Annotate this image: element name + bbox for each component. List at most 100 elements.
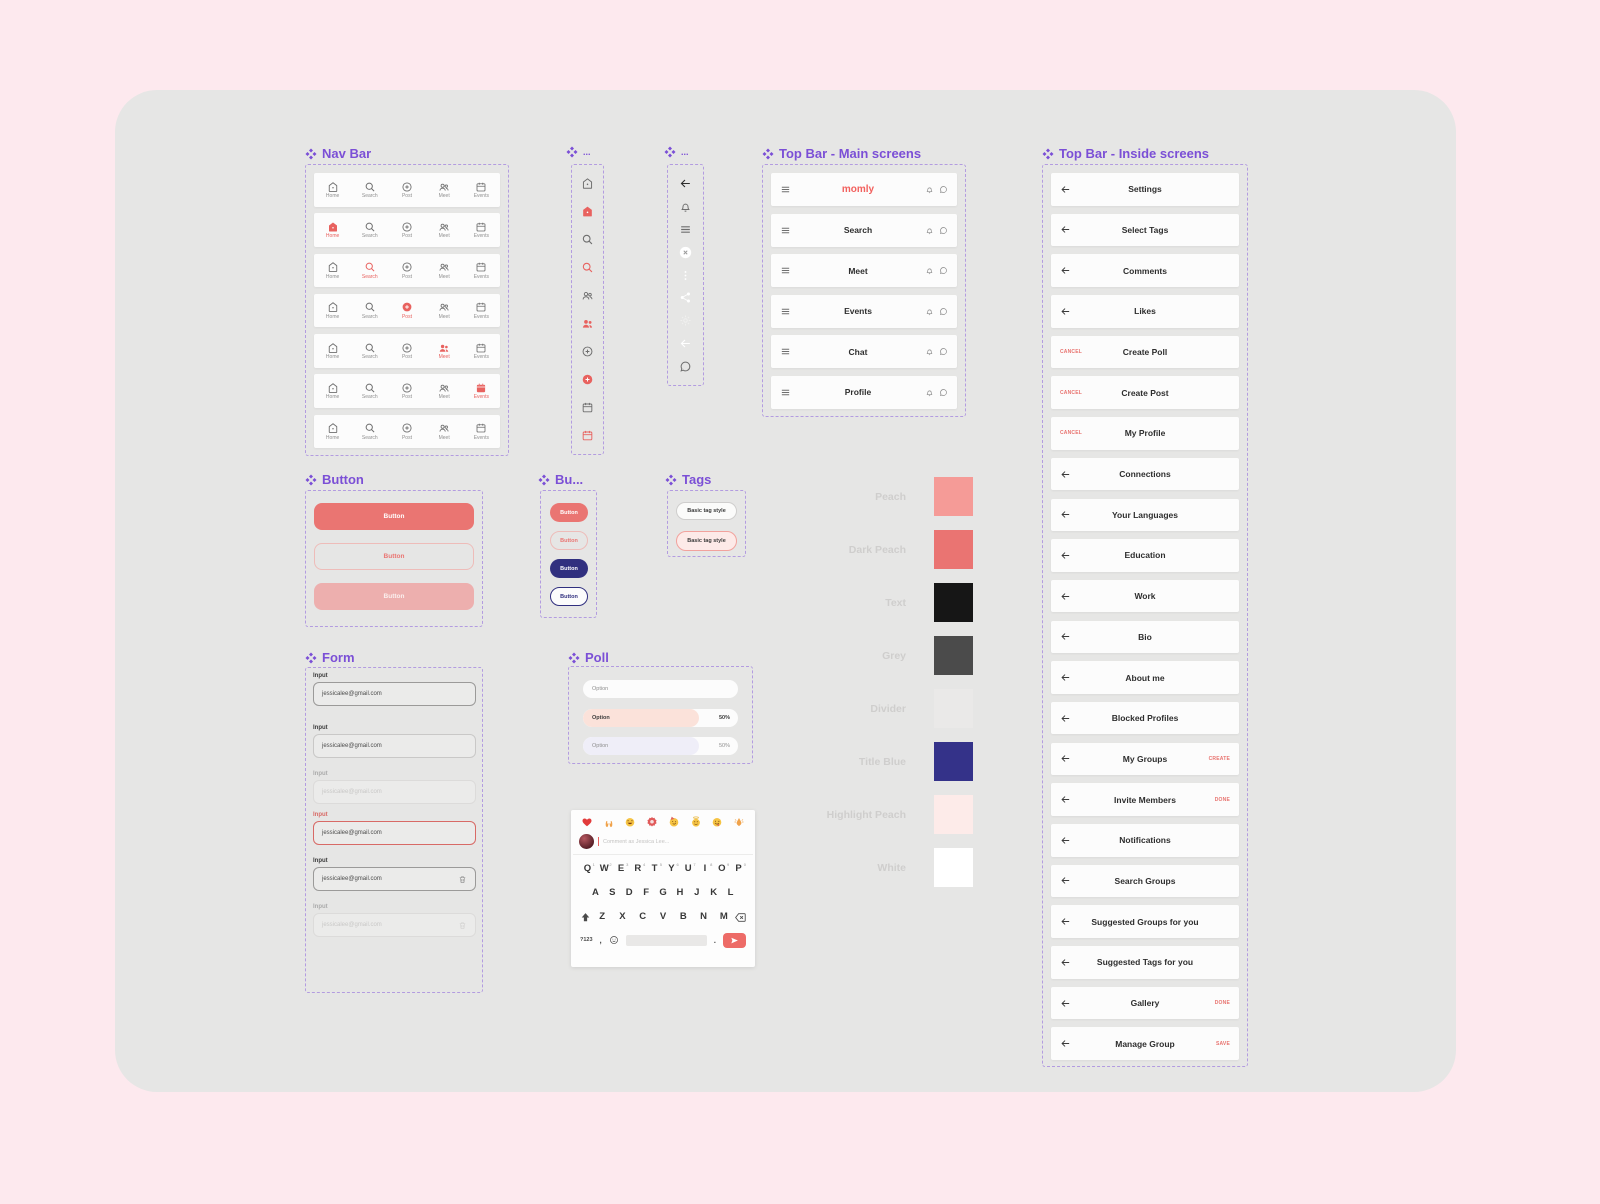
nav-item-meet[interactable]: Meet (429, 261, 459, 280)
chat-icon[interactable] (939, 266, 948, 275)
text-input[interactable]: jessicalee@gmail.com (313, 821, 476, 845)
nav-item-meet[interactable]: Meet (429, 301, 459, 320)
key-C[interactable]: C (639, 911, 647, 922)
nav-item-home[interactable]: Home (318, 221, 348, 240)
nav-item-meet[interactable]: Meet (429, 342, 459, 361)
close-circle-icon[interactable] (679, 246, 692, 259)
create-button[interactable]: CREATE (1208, 755, 1230, 762)
key-A[interactable]: A (592, 887, 599, 898)
shift-icon[interactable] (579, 911, 592, 924)
back-icon[interactable] (1060, 957, 1071, 968)
share-icon[interactable] (679, 291, 692, 304)
menu-icon[interactable] (679, 223, 692, 236)
back-icon[interactable] (1060, 835, 1071, 846)
chat-icon[interactable] (939, 185, 948, 194)
nav-item-events[interactable]: Events (466, 221, 496, 240)
cancel-button[interactable]: CANCEL (1060, 430, 1083, 437)
nav-item-search[interactable]: Search (355, 301, 385, 320)
meet-icon[interactable] (581, 289, 594, 302)
key-symbols[interactable]: ?123 (580, 937, 593, 943)
nav-item-search[interactable]: Search (355, 382, 385, 401)
back-icon[interactable] (1060, 550, 1071, 561)
kebab-icon[interactable] (679, 269, 692, 282)
back-icon[interactable] (679, 177, 692, 190)
button-primary[interactable]: Button (314, 503, 474, 530)
nav-item-meet[interactable]: Meet (429, 382, 459, 401)
bell-icon[interactable] (925, 347, 934, 356)
emoji-keyboard-icon[interactable] (609, 935, 619, 945)
heart-emoji[interactable] (581, 816, 593, 828)
key-F[interactable]: F (643, 887, 650, 898)
save-button[interactable]: SAVE (1215, 1040, 1230, 1047)
back-icon[interactable] (1060, 713, 1071, 724)
button-outline[interactable]: Button (314, 543, 474, 570)
nav-item-meet[interactable]: Meet (429, 221, 459, 240)
back-icon[interactable] (1060, 469, 1071, 480)
events-icon[interactable] (581, 429, 594, 442)
poll-option[interactable]: Option 50% (583, 709, 738, 727)
bell-icon[interactable] (925, 307, 934, 316)
key-D[interactable]: D (625, 887, 633, 898)
poll-option[interactable]: Option 50% (583, 737, 738, 755)
nav-item-search[interactable]: Search (355, 181, 385, 200)
key-V[interactable]: V (659, 911, 667, 922)
small-button-navy[interactable]: Button (550, 559, 588, 578)
bell-icon[interactable] (925, 388, 934, 397)
key-comma[interactable]: , (599, 935, 602, 945)
back-icon[interactable] (1060, 916, 1071, 927)
home-filled-icon[interactable] (581, 205, 594, 218)
nav-item-events[interactable]: Events (466, 422, 496, 441)
nav-item-meet[interactable]: Meet (429, 422, 459, 441)
chat-icon[interactable] (939, 226, 948, 235)
back-icon[interactable] (1060, 753, 1071, 764)
nav-item-events[interactable]: Events (466, 301, 496, 320)
key-J[interactable]: J (694, 887, 700, 898)
key-L[interactable]: L (727, 887, 734, 898)
trash-icon[interactable] (458, 875, 467, 884)
nav-item-search[interactable]: Search (355, 221, 385, 240)
menu-icon[interactable] (780, 184, 791, 195)
gear-icon[interactable] (679, 314, 692, 327)
back-icon[interactable] (1060, 998, 1071, 1009)
small-button-primary[interactable]: Button (550, 503, 588, 522)
key-B[interactable]: B (679, 911, 687, 922)
key-M[interactable]: M (719, 911, 728, 922)
chat-icon[interactable] (939, 307, 948, 316)
small-button-navy-outline[interactable]: Button (550, 587, 588, 606)
meet-filled-icon[interactable] (581, 317, 594, 330)
text-input[interactable]: jessicalee@gmail.com (313, 682, 476, 706)
nav-item-events[interactable]: Events (466, 382, 496, 401)
nav-item-search[interactable]: Search (355, 422, 385, 441)
menu-icon[interactable] (780, 265, 791, 276)
cancel-button[interactable]: CANCEL (1060, 349, 1083, 355)
key-period[interactable]: . (713, 935, 716, 945)
nav-item-post[interactable]: Post (392, 301, 422, 320)
key-H[interactable]: H (676, 887, 684, 898)
back-icon[interactable] (1060, 794, 1071, 805)
menu-icon[interactable] (780, 387, 791, 398)
key-N[interactable]: N (700, 911, 707, 922)
post-filled-icon[interactable] (581, 373, 594, 386)
events-icon[interactable] (581, 401, 594, 414)
bell-icon[interactable] (679, 200, 692, 213)
done-button[interactable]: DONE (1214, 796, 1230, 803)
back-icon[interactable] (1060, 184, 1071, 195)
text-input[interactable]: jessicalee@gmail.com (313, 780, 476, 804)
wink-emoji[interactable] (711, 816, 723, 828)
back-icon[interactable] (1060, 631, 1071, 642)
search-icon[interactable] (581, 261, 594, 274)
nav-item-post[interactable]: Post (392, 221, 422, 240)
poll-option[interactable]: Option (583, 680, 738, 698)
search-icon[interactable] (581, 233, 594, 246)
send-button[interactable] (723, 932, 746, 948)
back-icon[interactable] (679, 337, 692, 350)
back-icon[interactable] (1060, 224, 1071, 235)
